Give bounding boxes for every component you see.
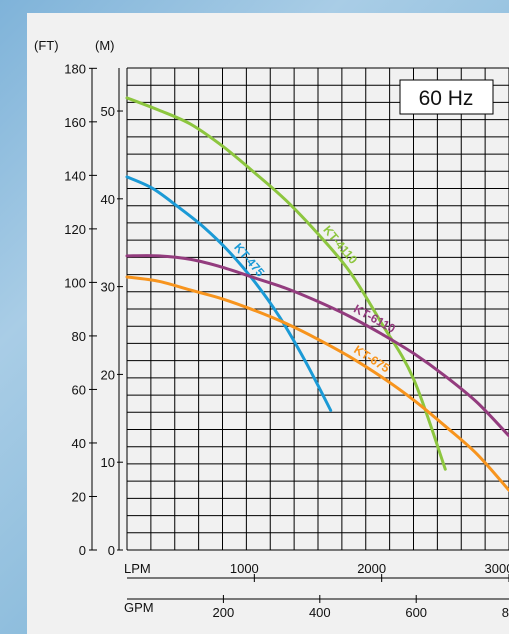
lpm-unit-label: LPM bbox=[124, 561, 151, 576]
m-tick-label: 20 bbox=[101, 367, 115, 382]
gpm-tick-label: 800 bbox=[502, 605, 509, 620]
lpm-tick-label: 2000 bbox=[357, 561, 386, 576]
curve-kt-4110 bbox=[125, 96, 447, 471]
gpm-tick-label: 600 bbox=[405, 605, 427, 620]
frequency-label: 60 Hz bbox=[419, 87, 474, 110]
lpm-tick-label: 1000 bbox=[230, 561, 259, 576]
curve-kt-675 bbox=[125, 275, 509, 492]
lpm-tick-label: 3000 bbox=[485, 561, 509, 576]
m-tick-label: 40 bbox=[101, 192, 115, 207]
gpm-tick-label: 400 bbox=[309, 605, 331, 620]
grid bbox=[126, 67, 509, 551]
gpm-unit-label: GPM bbox=[124, 600, 154, 615]
ft-tick-label: 120 bbox=[64, 222, 86, 237]
frequency-box: 60 Hz bbox=[399, 79, 494, 115]
ft-tick-label: 0 bbox=[79, 543, 86, 558]
ft-tick-label: 40 bbox=[72, 436, 86, 451]
ft-tick-label: 80 bbox=[72, 329, 86, 344]
ft-unit-label: (FT) bbox=[34, 38, 59, 53]
m-unit-label: (M) bbox=[95, 38, 115, 53]
ft-tick-label: 160 bbox=[64, 115, 86, 130]
gpm-tick-label: 200 bbox=[213, 605, 235, 620]
ft-tick-label: 60 bbox=[72, 382, 86, 397]
curve-kt-6110 bbox=[125, 254, 509, 438]
m-tick-label: 0 bbox=[108, 543, 115, 558]
ft-tick-label: 20 bbox=[72, 489, 86, 504]
frequency-box-frame bbox=[399, 79, 494, 115]
m-tick-label: 10 bbox=[101, 455, 115, 470]
m-tick-label: 30 bbox=[101, 280, 115, 295]
ft-tick-label: 140 bbox=[64, 168, 86, 183]
axes: 0 20 40 60 80 100 120 140 160 180 (FT) 0 10 20 30 40 50 (… bbox=[34, 38, 509, 620]
chart-panel: KT-4110 KT-475 KT-6110 KT-675 0 20 40 60 80 100 1… bbox=[27, 13, 509, 634]
curve-kt-475 bbox=[125, 175, 333, 412]
ft-tick-label: 100 bbox=[64, 275, 86, 290]
m-tick-label: 50 bbox=[101, 104, 115, 119]
ft-tick-label: 180 bbox=[64, 61, 86, 76]
